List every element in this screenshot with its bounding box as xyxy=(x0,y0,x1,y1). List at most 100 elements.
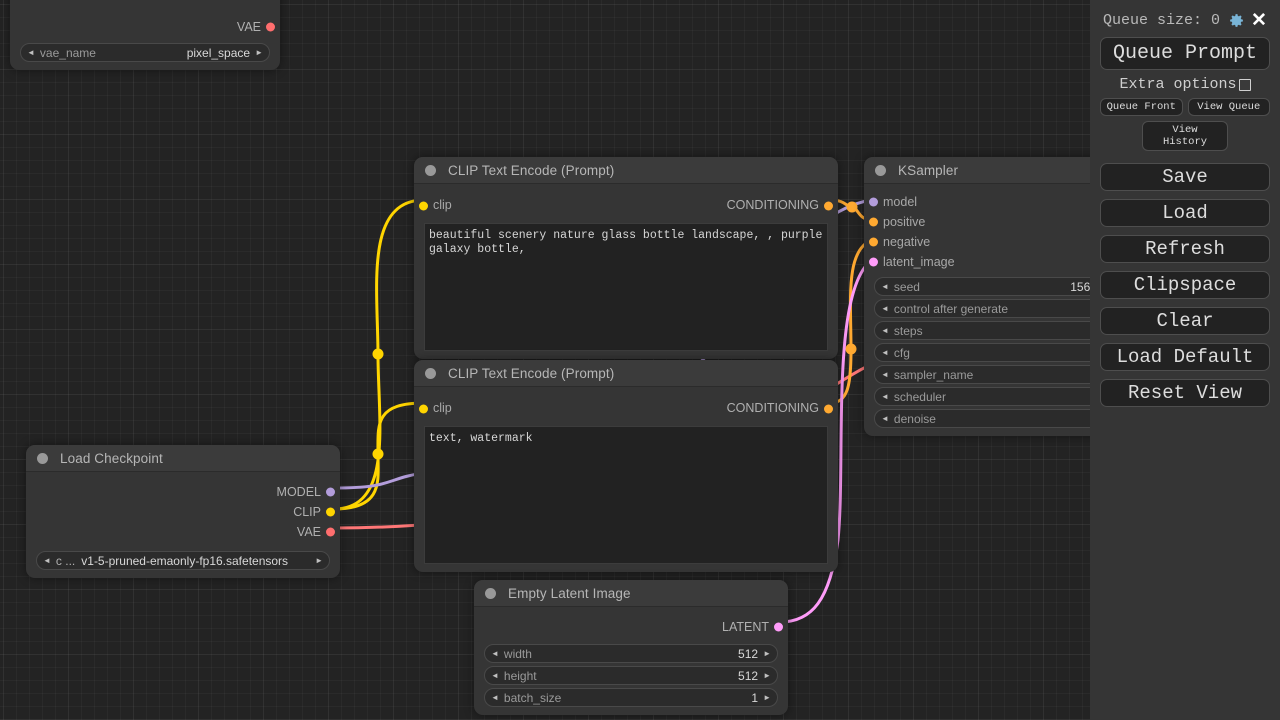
widget-vae-name-value: pixel_space xyxy=(186,45,251,60)
port-clip-in[interactable] xyxy=(419,201,428,211)
clipspace-button[interactable]: Clipspace xyxy=(1100,271,1270,299)
port-vae-out[interactable] xyxy=(266,22,275,32)
output-label-conditioning: CONDITIONING xyxy=(726,198,819,212)
node-load-checkpoint-titlebar[interactable]: Load Checkpoint xyxy=(26,445,340,472)
queue-actions-row: Queue Front View Queue xyxy=(1100,98,1270,116)
chevron-left-icon[interactable]: ◄ xyxy=(881,303,889,313)
widget-vae-name[interactable]: ◄ vae_name pixel_space ► xyxy=(20,43,270,62)
port-latent-out[interactable] xyxy=(774,622,783,632)
port-model-in[interactable] xyxy=(869,197,878,207)
collapse-dot-icon[interactable] xyxy=(485,587,496,599)
chevron-left-icon[interactable]: ◄ xyxy=(491,648,499,658)
input-slot-latent-image[interactable]: latent_image xyxy=(864,252,1154,272)
port-clip-out[interactable] xyxy=(326,507,335,517)
widget-denoise[interactable]: ◄ denoise xyxy=(874,409,1144,428)
input-label-negative: negative xyxy=(883,235,931,249)
chevron-right-icon[interactable]: ► xyxy=(763,648,771,658)
widget-height[interactable]: ◄ height 512 ► xyxy=(484,666,778,685)
node-load-vae[interactable]: Load VAE VAE ◄ vae_name pixel_space ► xyxy=(10,0,280,70)
port-negative-in[interactable] xyxy=(869,237,878,247)
chevron-left-icon[interactable]: ◄ xyxy=(27,47,35,57)
widget-cfg-label: cfg xyxy=(893,345,910,360)
input-slot-positive[interactable]: positive xyxy=(864,212,1154,232)
chevron-right-icon[interactable]: ► xyxy=(255,47,263,57)
output-slot-clip[interactable]: CLIP xyxy=(26,502,340,522)
node-empty-latent-image[interactable]: Empty Latent Image LATENT ◄ width 512 ► … xyxy=(474,580,788,715)
queue-front-button[interactable]: Queue Front xyxy=(1100,98,1183,116)
menu-header: Queue size: 0 ✕ xyxy=(1100,8,1270,32)
widget-height-label: height xyxy=(503,668,537,683)
input-slot-model[interactable]: model xyxy=(864,192,1154,212)
widget-scheduler[interactable]: ◄ scheduler xyxy=(874,387,1144,406)
collapse-dot-icon[interactable] xyxy=(37,452,48,464)
chevron-left-icon[interactable]: ◄ xyxy=(881,369,889,379)
output-slot-vae[interactable]: VAE xyxy=(10,17,280,37)
textarea-positive-prompt[interactable]: beautiful scenery nature glass bottle la… xyxy=(424,223,828,351)
chevron-left-icon[interactable]: ◄ xyxy=(491,692,499,702)
output-slot-latent[interactable]: LATENT xyxy=(474,617,788,637)
collapse-dot-icon[interactable] xyxy=(425,367,436,379)
widget-ckpt-name[interactable]: ◄ c ... v1-5-pruned-emaonly-fp16.safeten… xyxy=(36,551,330,570)
input-label-latent-image: latent_image xyxy=(883,255,955,269)
widget-control-after-generate[interactable]: ◄ control after generate ran xyxy=(874,299,1144,318)
close-icon[interactable]: ✕ xyxy=(1251,9,1267,31)
link-dot-cond-positive xyxy=(846,201,858,213)
queue-prompt-button[interactable]: Queue Prompt xyxy=(1100,37,1270,70)
extra-options-row[interactable]: Extra options xyxy=(1100,76,1270,93)
load-default-button[interactable]: Load Default xyxy=(1100,343,1270,371)
port-positive-in[interactable] xyxy=(869,217,878,227)
node-load-vae-body: VAE ◄ vae_name pixel_space ► xyxy=(10,0,280,70)
widget-control-after-generate-label: control after generate xyxy=(893,301,1008,316)
node-clip-negative-titlebar[interactable]: CLIP Text Encode (Prompt) xyxy=(414,360,838,387)
chevron-left-icon[interactable]: ◄ xyxy=(881,413,889,423)
output-label-vae: VAE xyxy=(236,20,261,34)
chevron-left-icon[interactable]: ◄ xyxy=(881,325,889,335)
chevron-left-icon[interactable]: ◄ xyxy=(881,281,889,291)
reset-view-button[interactable]: Reset View xyxy=(1100,379,1270,407)
node-ksampler-body: model positive negative latent_image ◄ s… xyxy=(864,184,1154,436)
node-clip-text-encode-negative[interactable]: CLIP Text Encode (Prompt) clip CONDITION… xyxy=(414,360,838,572)
widget-cfg[interactable]: ◄ cfg xyxy=(874,343,1144,362)
chevron-left-icon[interactable]: ◄ xyxy=(491,670,499,680)
collapse-dot-icon[interactable] xyxy=(425,164,436,176)
node-clip-positive-titlebar[interactable]: CLIP Text Encode (Prompt) xyxy=(414,157,838,184)
port-latent-image-in[interactable] xyxy=(869,257,878,267)
widget-batch-size[interactable]: ◄ batch_size 1 ► xyxy=(484,688,778,707)
output-slot-vae[interactable]: VAE xyxy=(26,522,340,542)
widget-batch-size-value: 1 xyxy=(751,690,759,705)
view-history-button[interactable]: View History xyxy=(1142,121,1228,151)
widget-width[interactable]: ◄ width 512 ► xyxy=(484,644,778,663)
output-slot-model[interactable]: MODEL xyxy=(26,482,340,502)
save-button[interactable]: Save xyxy=(1100,163,1270,191)
clear-button[interactable]: Clear xyxy=(1100,307,1270,335)
extra-options-checkbox[interactable] xyxy=(1238,78,1251,91)
node-load-checkpoint[interactable]: Load Checkpoint MODEL CLIP VAE ◄ c ... v… xyxy=(26,445,340,578)
comfy-menu-panel: Queue size: 0 ✕ Queue Prompt Extra optio… xyxy=(1090,0,1280,720)
textarea-negative-prompt[interactable]: text, watermark xyxy=(424,426,828,564)
port-vae-out[interactable] xyxy=(326,527,335,537)
input-label-positive: positive xyxy=(883,215,926,229)
gear-icon[interactable] xyxy=(1228,12,1245,29)
node-empty-latent-titlebar[interactable]: Empty Latent Image xyxy=(474,580,788,607)
chevron-right-icon[interactable]: ► xyxy=(763,692,771,702)
chevron-left-icon[interactable]: ◄ xyxy=(43,555,51,565)
extra-options-label: Extra options xyxy=(1119,76,1237,93)
input-slot-negative[interactable]: negative xyxy=(864,232,1154,252)
chevron-right-icon[interactable]: ► xyxy=(315,555,323,565)
widget-sampler-name-label: sampler_name xyxy=(893,367,974,382)
chevron-left-icon[interactable]: ◄ xyxy=(881,391,889,401)
node-clip-text-encode-positive[interactable]: CLIP Text Encode (Prompt) clip CONDITION… xyxy=(414,157,838,359)
view-queue-button[interactable]: View Queue xyxy=(1187,98,1270,116)
widget-ckpt-name-label: c ... xyxy=(55,553,76,568)
port-clip-in[interactable] xyxy=(419,404,428,414)
collapse-dot-icon[interactable] xyxy=(875,164,886,176)
widget-sampler-name[interactable]: ◄ sampler_name xyxy=(874,365,1144,384)
chevron-left-icon[interactable]: ◄ xyxy=(881,347,889,357)
port-conditioning-out[interactable] xyxy=(824,404,833,414)
widget-steps[interactable]: ◄ steps xyxy=(874,321,1144,340)
port-conditioning-out[interactable] xyxy=(824,201,833,211)
port-model-out[interactable] xyxy=(326,487,335,497)
chevron-right-icon[interactable]: ► xyxy=(763,670,771,680)
refresh-button[interactable]: Refresh xyxy=(1100,235,1270,263)
load-button[interactable]: Load xyxy=(1100,199,1270,227)
